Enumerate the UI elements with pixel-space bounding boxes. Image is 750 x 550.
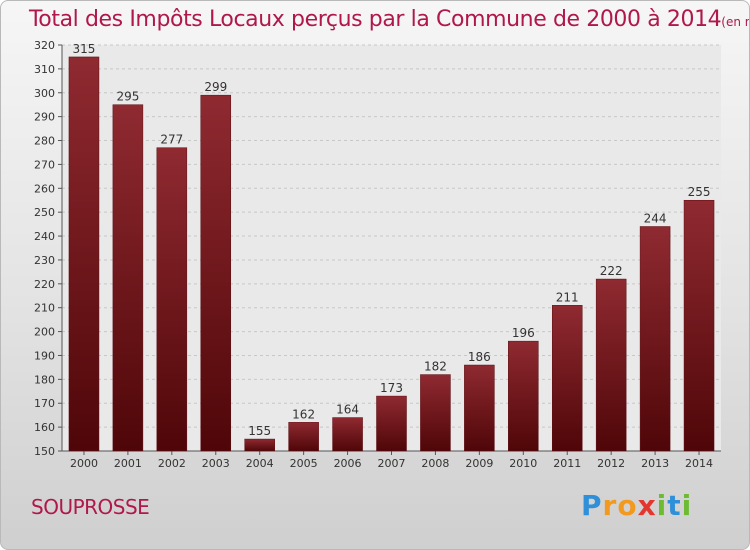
data-label-2001: 295: [116, 90, 139, 104]
data-label-2004: 155: [248, 424, 271, 438]
data-label-2013: 244: [644, 212, 667, 226]
y-tick-label: 230: [34, 254, 55, 267]
y-tick-label: 190: [34, 349, 55, 362]
bar-2007: [376, 395, 407, 452]
x-tick-label-2005: 2005: [290, 457, 318, 470]
y-tick-label: 210: [34, 302, 55, 315]
x-tick-label-2003: 2003: [202, 457, 230, 470]
bar-2004: [244, 438, 275, 452]
commune-name: SOUPROSSE: [31, 495, 150, 519]
bar-2011: [551, 305, 583, 452]
bar-2002: [156, 147, 188, 452]
bar-2001: [112, 104, 144, 452]
proxiti-logo: Proxiti: [581, 489, 693, 522]
x-tick-label-2000: 2000: [70, 457, 98, 470]
chart-title-main: Total des Impôts Locaux perçus par la Co…: [29, 7, 722, 32]
x-tick-label-2014: 2014: [685, 457, 713, 470]
x-tick-label-2004: 2004: [246, 457, 274, 470]
x-tick-label-2007: 2007: [378, 457, 406, 470]
bars: [68, 56, 715, 452]
x-tick-label-2006: 2006: [334, 457, 362, 470]
x-tick-label-2013: 2013: [641, 457, 669, 470]
data-label-2006: 164: [336, 403, 359, 417]
x-tick-label-2009: 2009: [465, 457, 493, 470]
x-tick-label-2001: 2001: [114, 457, 142, 470]
bar-2014: [683, 199, 715, 452]
x-tick-label-2008: 2008: [421, 457, 449, 470]
y-tick-label: 150: [34, 445, 55, 458]
data-label-2000: 315: [73, 42, 96, 56]
chart-title: Total des Impôts Locaux perçus par la Co…: [29, 7, 749, 32]
y-tick-label: 200: [34, 326, 55, 339]
y-tick-label: 290: [34, 111, 55, 124]
bar-2013: [639, 226, 671, 452]
data-label-2010: 196: [512, 326, 535, 340]
y-tick-label: 170: [34, 397, 55, 410]
axes: 150 160 170 180 190 200 210 220 230 240 250 260 270 2…: [34, 39, 721, 470]
y-tick-label: 250: [34, 206, 55, 219]
y-tick-label: 270: [34, 158, 55, 171]
data-label-2011: 211: [556, 290, 579, 304]
data-label-2012: 222: [600, 264, 623, 278]
data-label-2008: 182: [424, 360, 447, 374]
data-labels: 315 295 277 299 155 162 164 173 182 186 196 211 222 2…: [73, 42, 711, 438]
y-tick-label: 160: [34, 421, 55, 434]
bar-2012: [595, 278, 627, 452]
bar-2005: [288, 422, 319, 452]
x-tick-label-2010: 2010: [509, 457, 537, 470]
y-tick-label: 310: [34, 63, 55, 76]
bar-2010: [508, 340, 539, 452]
data-label-2003: 299: [204, 80, 227, 94]
x-tick-label-2002: 2002: [158, 457, 186, 470]
y-tick-label: 240: [34, 230, 55, 243]
y-tick-label: 300: [34, 87, 55, 100]
bar-2009: [464, 364, 495, 452]
chart-title-unit: (en milliers d'€): [721, 15, 749, 29]
y-tick-label: 280: [34, 135, 55, 148]
y-tick-label: 320: [34, 39, 55, 52]
data-label-2007: 173: [380, 381, 403, 395]
y-tick-label: 180: [34, 373, 55, 386]
y-tick-label: 260: [34, 182, 55, 195]
data-label-2009: 186: [468, 350, 491, 364]
data-label-2005: 162: [292, 407, 315, 421]
data-label-2014: 255: [688, 185, 711, 199]
bar-2000: [68, 56, 100, 452]
x-tick-label-2011: 2011: [553, 457, 581, 470]
bar-2008: [420, 374, 451, 452]
data-label-2002: 277: [160, 133, 183, 147]
x-tick-label-2012: 2012: [597, 457, 625, 470]
bar-2003: [200, 94, 232, 452]
bar-2006: [332, 417, 363, 452]
y-tick-label: 220: [34, 278, 55, 291]
